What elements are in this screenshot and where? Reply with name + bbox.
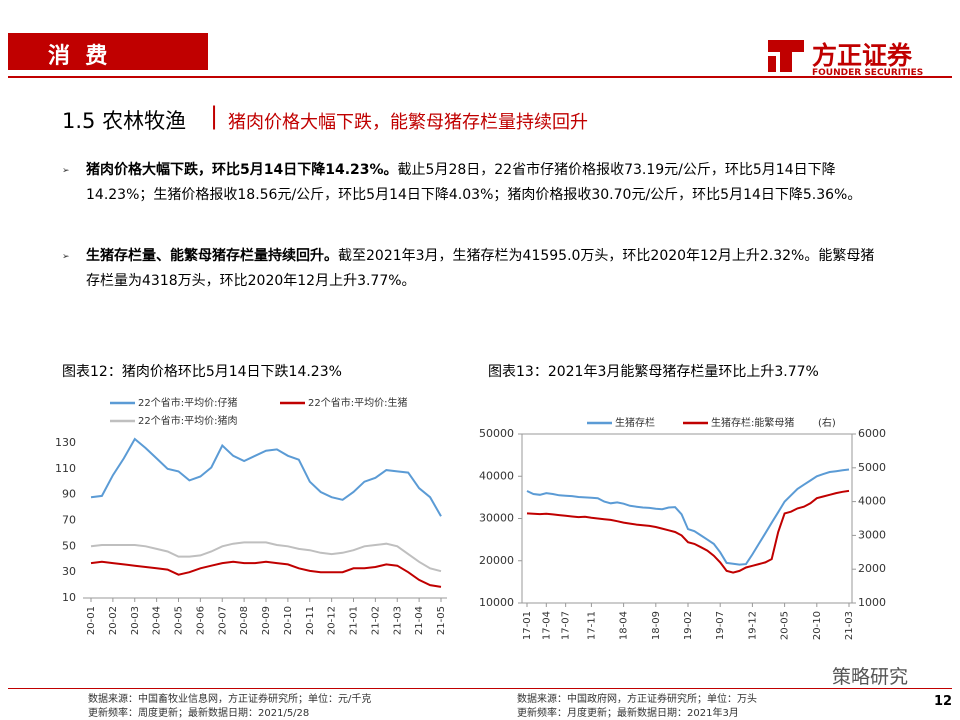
header-rule	[8, 76, 952, 78]
bullet: 生猪存栏量、能繁母猪存栏量持续回升。截至2021年3月，生猪存栏为41595.0…	[86, 244, 876, 294]
bullet-text: 截止5月28日，22省市仔猪价格报收73.19元/公斤，环比5月14日下降14.…	[86, 162, 862, 203]
x-tick-label: 20-03	[130, 606, 141, 635]
legend-label: 22个省市:平均价:生猪	[308, 396, 407, 409]
y2-tick-label: 6000	[858, 427, 886, 440]
x-tick-label: 18-09	[651, 611, 662, 640]
y-tick-label: 10000	[479, 596, 514, 609]
y-tick-label: 130	[55, 436, 76, 449]
header-tag: 消 费	[48, 44, 108, 69]
series-line	[90, 560, 442, 588]
plot-frame	[521, 433, 853, 604]
x-tick-label: 20-12	[327, 606, 338, 635]
update: 更新频率：月度更新；最新数据日期：2021年3月	[517, 708, 739, 719]
source: 数据来源：中国政府网，方正证券研究所；单位：万头	[517, 694, 757, 705]
x-tick-label: 21-05	[436, 606, 447, 635]
legend-label: 22个省市:平均价:仔猪	[138, 396, 237, 409]
update: 更新频率：周度更新；最新数据日期：2021/5/28	[88, 708, 310, 719]
header-tag-bg	[8, 33, 208, 70]
bullet-marker: ➢	[62, 166, 70, 176]
x-tick-label: 20-01	[86, 606, 97, 635]
y-tick-label: 50000	[479, 427, 514, 440]
y2-tick-label: 5000	[858, 461, 886, 474]
bullet: 猪肉价格大幅下跌，环比5月14日下降14.23%。截止5月28日，22省市仔猪价…	[86, 158, 876, 208]
x-tick-label: 20-05	[780, 611, 791, 640]
x-tick-label: 21-03	[844, 611, 855, 640]
x-tick-label: 17-07	[561, 611, 572, 640]
page-number: 12	[934, 694, 953, 709]
x-tick-label: 20-07	[217, 606, 228, 635]
logo-text: 方正证券	[812, 41, 913, 70]
y-tick-label: 30000	[479, 512, 514, 525]
footer-rule	[8, 688, 952, 689]
x-tick-label: 19-07	[715, 611, 726, 640]
x-tick-label: 20-11	[305, 606, 316, 635]
x-tick-label: 18-04	[619, 611, 630, 640]
bullet-text: 截至2021年3月，生猪存栏为41595.0万头，环比2020年12月上升2.3…	[86, 248, 875, 289]
y2-tick-label: 1000	[858, 596, 886, 609]
y-tick-label: 110	[55, 462, 76, 475]
y2-tick-label: 4000	[858, 495, 886, 508]
legend-note: (右)	[818, 416, 836, 429]
x-tick-label: 20-05	[174, 606, 185, 635]
bullet-bold: 猪肉价格大幅下跌，环比5月14日下降14.23%。	[86, 162, 398, 178]
y-tick-label: 50	[62, 539, 76, 552]
series-line	[526, 489, 850, 574]
y2-tick-label: 3000	[858, 528, 886, 541]
bullet-marker: ➢	[62, 252, 70, 262]
x-tick-label: 20-06	[195, 606, 206, 635]
section-title: 猪肉价格大幅下跌，能繁母猪存栏量持续回升	[228, 112, 588, 133]
x-tick-label: 17-01	[522, 611, 533, 640]
watermark: 策略研究	[832, 666, 909, 688]
y-tick-label: 20000	[479, 554, 514, 567]
section-number: 1.5 农林牧渔	[62, 109, 187, 133]
bullet-bold: 生猪存栏量、能繁母猪存栏量持续回升。	[86, 248, 338, 264]
legend-label: 22个省市:平均价:猪肉	[138, 414, 237, 427]
series-line	[90, 541, 442, 573]
chart-title: 图表13：2021年3月能繁母猪存栏量环比上升3.77%	[488, 364, 819, 380]
x-tick-label: 21-01	[349, 606, 360, 635]
legend-label: 生猪存栏	[615, 416, 655, 429]
x-tick-label: 20-04	[152, 606, 163, 635]
x-tick-label: 20-09	[261, 606, 272, 635]
x-tick-label: 21-02	[370, 606, 381, 635]
x-tick-label: 17-11	[586, 611, 597, 640]
x-tick-label: 21-03	[392, 606, 403, 635]
y-tick-label: 30	[62, 565, 76, 578]
x-tick-label: 20-10	[283, 606, 294, 635]
x-tick-label: 20-02	[108, 606, 119, 635]
x-tick-label: 21-04	[414, 606, 425, 635]
x-tick-label: 20-08	[239, 606, 250, 635]
y-tick-label: 40000	[479, 469, 514, 482]
y-tick-label: 90	[62, 488, 76, 501]
section-separator: |	[210, 102, 219, 130]
source: 数据来源：中国畜牧业信息网，方正证券研究所；单位：元/千克	[88, 694, 372, 705]
chart-title: 图表12：猪肉价格环比5月14日下跌14.23%	[62, 364, 342, 380]
y2-tick-label: 2000	[858, 562, 886, 575]
x-tick-label: 17-04	[541, 611, 552, 640]
legend-label: 生猪存栏:能繁母猪	[711, 416, 794, 429]
x-tick-label: 19-02	[683, 611, 694, 640]
series-line	[90, 437, 442, 517]
logo-icon	[768, 40, 804, 72]
x-tick-label: 20-10	[812, 611, 823, 640]
y-tick-label: 10	[62, 591, 76, 604]
y-tick-label: 70	[62, 513, 76, 526]
x-tick-label: 19-12	[747, 611, 758, 640]
series-line	[526, 468, 850, 566]
logo-en: FOUNDER SECURITIES	[812, 68, 924, 78]
